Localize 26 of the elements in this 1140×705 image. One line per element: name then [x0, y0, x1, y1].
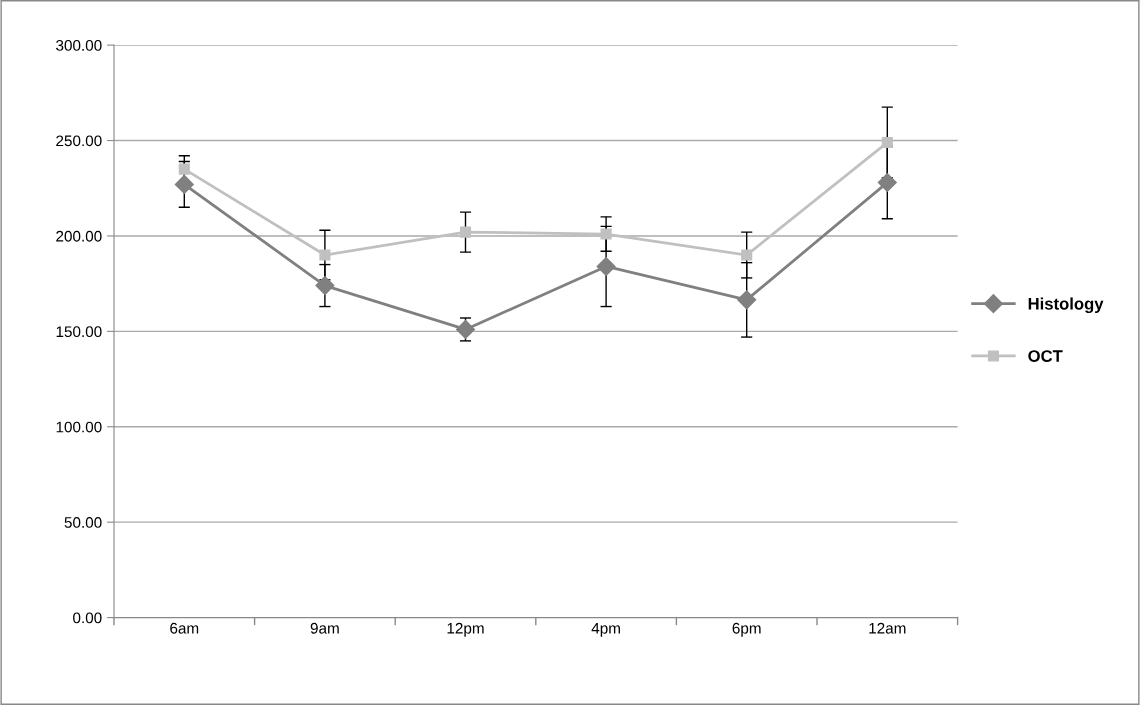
point: [741, 249, 753, 261]
point: [737, 290, 757, 310]
y-tick-label: 200.00: [56, 230, 102, 242]
x-tick-label: 4pm: [591, 623, 620, 637]
x-tick-label: 9am: [310, 622, 339, 634]
y-tick-label: 50.00: [64, 517, 102, 528]
y-tick-label: 300.00: [56, 39, 102, 51]
y-tick-label: 0.00: [73, 612, 102, 624]
legend-label: OCT: [1028, 350, 1063, 362]
point: [600, 228, 612, 240]
x-tick-label: 6pm: [732, 622, 761, 637]
point: [596, 256, 616, 277]
point: [315, 276, 335, 296]
point: [459, 226, 472, 238]
point: [178, 163, 190, 175]
point: [877, 172, 897, 193]
x-tick-label: 12pm: [447, 622, 484, 637]
point: [881, 136, 893, 148]
x-tick-label: 6am: [170, 622, 199, 634]
y-tick-label: 150.00: [56, 326, 102, 338]
y-tick-label: 100.00: [56, 421, 102, 433]
point: [319, 249, 331, 261]
y-tick-label: 250.00: [56, 135, 102, 147]
point: [174, 174, 194, 194]
x-tick-label: 12am: [869, 622, 906, 634]
legend-label: Histology: [1028, 297, 1104, 314]
